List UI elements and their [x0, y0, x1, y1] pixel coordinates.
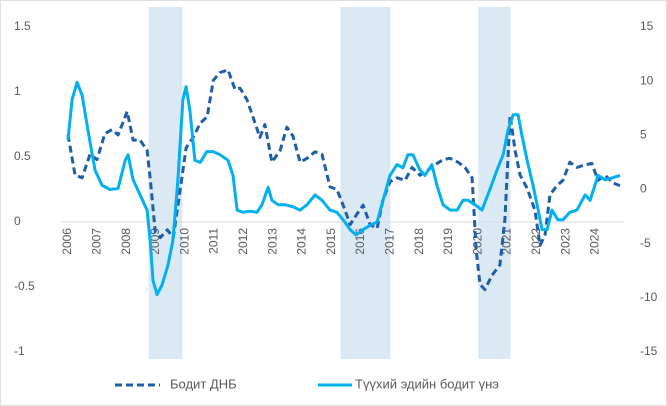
x-tick-label: 2014: [295, 228, 309, 255]
x-tick-label: 2020: [470, 228, 484, 255]
shaded-band: [478, 7, 511, 359]
y-tick-label: -1: [14, 344, 25, 358]
y2-tick-label: 10: [640, 73, 654, 87]
series-line: [66, 68, 621, 292]
x-tick-label: 2017: [382, 228, 396, 255]
x-tick-label: 2019: [441, 228, 455, 255]
x-tick-label: 2023: [558, 228, 572, 255]
y-tick-label: 0: [14, 214, 21, 228]
x-tick-label: 2006: [60, 228, 74, 255]
y-tick-label: 0.5: [14, 149, 31, 163]
legend-label: Түүхий эдийн бодит үнэ: [355, 376, 499, 391]
x-tick-label: 2010: [177, 228, 191, 255]
y-tick-label: 1: [14, 84, 21, 98]
y2-tick-label: 5: [640, 128, 647, 142]
x-tick-label: 2011: [207, 228, 221, 254]
x-tick-label: 2013: [265, 228, 279, 255]
y2-tick-label: 15: [640, 19, 654, 33]
series-line: [66, 80, 621, 297]
y2-tick-label: -5: [640, 236, 651, 250]
x-tick-label: 2015: [324, 228, 338, 255]
shaded-band: [340, 7, 391, 359]
y-tick-label: 1.5: [14, 19, 31, 33]
x-tick-label: 2008: [119, 228, 133, 255]
y2-tick-label: -10: [640, 290, 658, 304]
y2-tick-label: -15: [640, 344, 658, 358]
y2-tick-label: 0: [640, 182, 647, 196]
x-tick-label: 2007: [89, 228, 103, 255]
x-tick-label: 2021: [500, 228, 514, 255]
x-tick-label: 2012: [236, 228, 250, 255]
x-tick-label: 2024: [588, 228, 602, 255]
legend-label: Бодит ДНБ: [170, 376, 237, 391]
y-tick-label: -0.5: [14, 279, 35, 293]
x-tick-label: 2018: [412, 228, 426, 255]
